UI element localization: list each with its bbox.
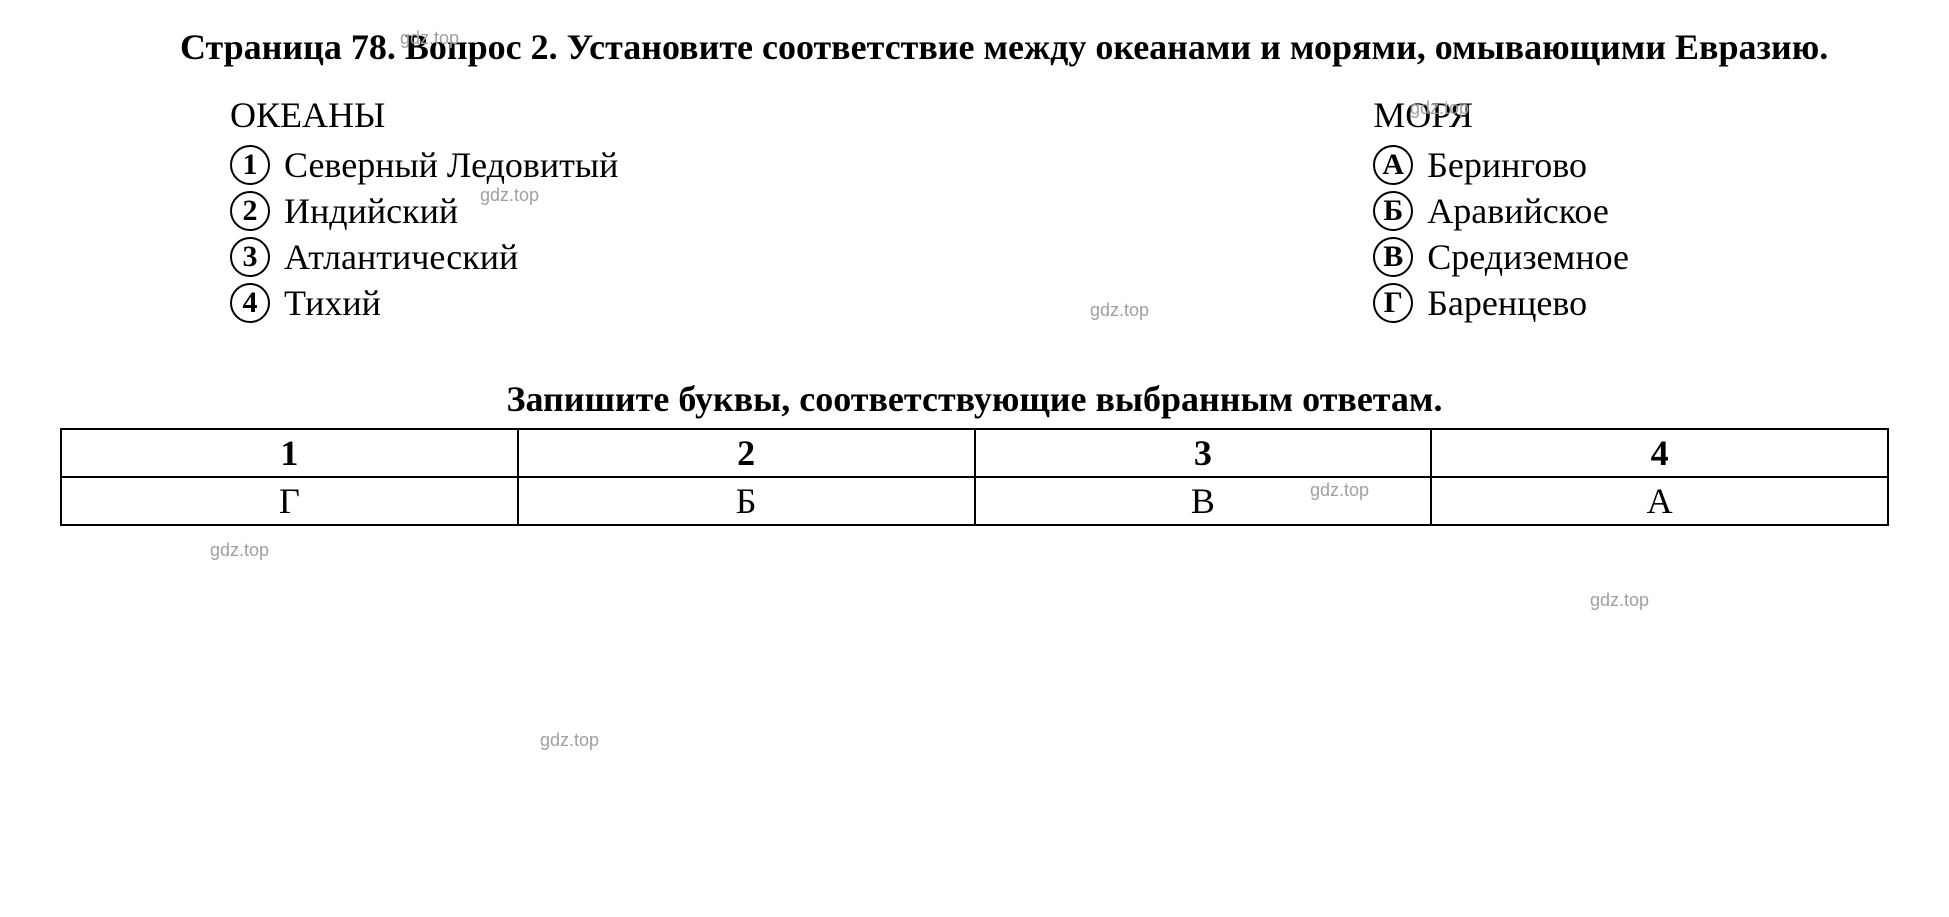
ocean-label: Атлантический (284, 236, 518, 278)
marker-letter: А (1373, 145, 1413, 185)
watermark: gdz.top (210, 540, 269, 561)
watermark: gdz.top (1590, 590, 1649, 611)
watermark: gdz.top (480, 185, 539, 206)
table-answer-cell: Б (518, 477, 975, 525)
marker-letter: Б (1373, 191, 1413, 231)
marker-letter: В (1373, 237, 1413, 277)
oceans-title: ОКЕАНЫ (230, 94, 618, 136)
list-item: Б Аравийское (1373, 190, 1629, 232)
list-item: А Берингово (1373, 144, 1629, 186)
table-answer-cell: А (1431, 477, 1888, 525)
question-text: Страница 78. Вопрос 2. Установите соотве… (60, 20, 1889, 74)
watermark: gdz.top (1310, 480, 1369, 501)
matching-columns: ОКЕАНЫ 1 Северный Ледовитый 2 Индийский … (60, 94, 1889, 328)
table-answer-cell: Г (61, 477, 518, 525)
sea-label: Аравийское (1427, 190, 1609, 232)
ocean-label: Северный Ледовитый (284, 144, 618, 186)
table-header-cell: 3 (975, 429, 1432, 477)
list-item: 2 Индийский (230, 190, 618, 232)
instruction-text: Запишите буквы, соответствующие выбранны… (60, 378, 1889, 420)
watermark: gdz.top (540, 730, 599, 751)
ocean-label: Индийский (284, 190, 458, 232)
watermark: gdz.top (400, 28, 459, 49)
watermark: gdz.top (1090, 300, 1149, 321)
list-item: 1 Северный Ледовитый (230, 144, 618, 186)
table-header-row: 1 2 3 4 (61, 429, 1888, 477)
oceans-column: ОКЕАНЫ 1 Северный Ледовитый 2 Индийский … (230, 94, 618, 328)
marker-number: 2 (230, 191, 270, 231)
table-header-cell: 1 (61, 429, 518, 477)
watermark: gdz.top (1410, 98, 1469, 119)
list-item: Г Баренцево (1373, 282, 1629, 324)
page-container: gdz.top gdz.top gdz.top gdz.top gdz.top … (60, 20, 1889, 526)
sea-label: Средиземное (1427, 236, 1629, 278)
marker-number: 4 (230, 283, 270, 323)
list-item: 3 Атлантический (230, 236, 618, 278)
table-answer-row: Г Б В А (61, 477, 1888, 525)
sea-label: Берингово (1427, 144, 1587, 186)
table-header-cell: 2 (518, 429, 975, 477)
ocean-label: Тихий (284, 282, 381, 324)
seas-column: МОРЯ А Берингово Б Аравийское В Средизем… (1373, 94, 1629, 328)
list-item: В Средиземное (1373, 236, 1629, 278)
sea-label: Баренцево (1427, 282, 1587, 324)
marker-number: 3 (230, 237, 270, 277)
marker-letter: Г (1373, 283, 1413, 323)
answer-table: 1 2 3 4 Г Б В А (60, 428, 1889, 526)
list-item: 4 Тихий (230, 282, 618, 324)
table-header-cell: 4 (1431, 429, 1888, 477)
marker-number: 1 (230, 145, 270, 185)
